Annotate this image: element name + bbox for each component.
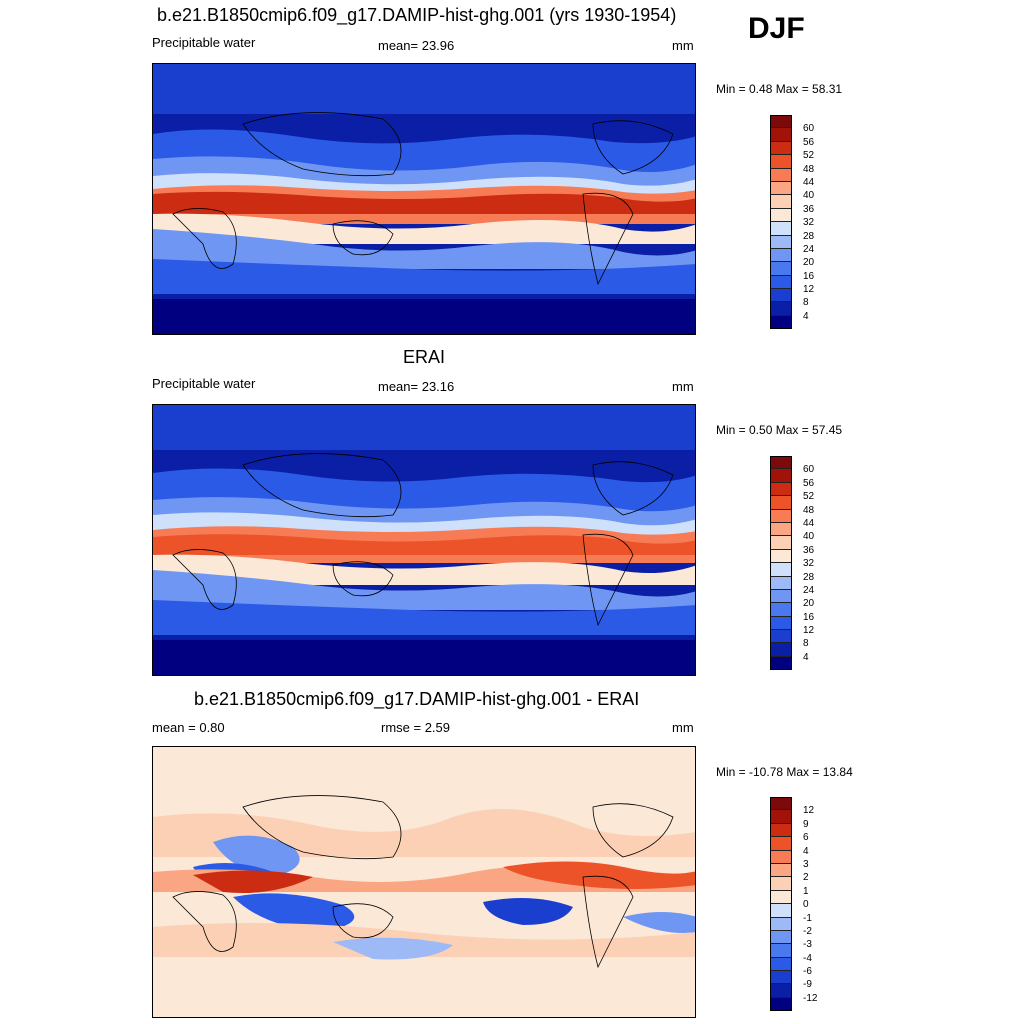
map-model-svg xyxy=(153,64,695,334)
colorbar-tick: 0 xyxy=(803,899,809,910)
colorbar-frame-model xyxy=(770,115,792,329)
colorbar-tick: 60 xyxy=(803,464,815,475)
mean-label-diff: mean = 0.80 xyxy=(152,720,225,735)
map-obs-svg xyxy=(153,405,695,675)
units-label-obs: mm xyxy=(672,379,694,394)
colorbar-tick: 16 xyxy=(803,271,815,282)
colorbar-tick: 56 xyxy=(803,478,815,489)
colorbar-tick: 24 xyxy=(803,244,815,255)
colorbar-tick: -6 xyxy=(803,966,812,977)
colorbar-tick: 9 xyxy=(803,819,809,830)
colorbar-tick: 48 xyxy=(803,164,815,175)
minmax-label-model: Min = 0.48 Max = 58.31 xyxy=(716,82,843,96)
colorbar-tick: 52 xyxy=(803,491,815,502)
colorbar-obs xyxy=(770,456,792,671)
colorbar-tick: -2 xyxy=(803,926,812,937)
colorbar-tick: 4 xyxy=(803,652,809,663)
colorbar-tick: 6 xyxy=(803,832,809,843)
colorbar-tick: 60 xyxy=(803,123,815,134)
colorbar-tick: 3 xyxy=(803,859,809,870)
colorbar-tick: 28 xyxy=(803,231,815,242)
colorbar-tick: 36 xyxy=(803,204,815,215)
map-obs xyxy=(152,404,696,676)
colorbar-tick: 4 xyxy=(803,311,809,322)
colorbar-tick: 56 xyxy=(803,137,815,148)
mean-label-model: mean= 23.96 xyxy=(378,38,455,53)
colorbar-frame-obs xyxy=(770,456,792,670)
colorbar-frame-diff xyxy=(770,797,792,1011)
colorbar-tick: -3 xyxy=(803,939,812,950)
colorbar-tick: -9 xyxy=(803,979,812,990)
colorbar-tick: 4 xyxy=(803,846,809,857)
colorbar-tick: 44 xyxy=(803,518,815,529)
colorbar-tick: 24 xyxy=(803,585,815,596)
colorbar-tick: 40 xyxy=(803,190,815,201)
minmax-label-diff: Min = -10.78 Max = 13.84 xyxy=(716,765,853,779)
colorbar-tick: 32 xyxy=(803,217,815,228)
variable-label-obs: Precipitable water xyxy=(152,376,256,391)
minmax-label-obs: Min = 0.50 Max = 57.45 xyxy=(716,423,843,437)
colorbar-model xyxy=(770,115,792,330)
colorbar-tick: 44 xyxy=(803,177,815,188)
colorbar-tick: 16 xyxy=(803,612,815,623)
panel-title-obs: ERAI xyxy=(403,347,446,367)
colorbar-tick: 8 xyxy=(803,638,809,649)
colorbar-tick: -1 xyxy=(803,913,812,924)
colorbar-tick: 40 xyxy=(803,531,815,542)
colorbar-tick: 12 xyxy=(803,625,815,636)
colorbar-tick: 52 xyxy=(803,150,815,161)
panel-title-diff: b.e21.B1850cmip6.f09_g17.DAMIP-hist-ghg.… xyxy=(194,689,640,709)
map-model xyxy=(152,63,696,335)
colorbar-tick: 12 xyxy=(803,805,815,816)
map-diff xyxy=(152,746,696,1018)
panel-title-model: b.e21.B1850cmip6.f09_g17.DAMIP-hist-ghg.… xyxy=(157,5,677,25)
colorbar-tick: 8 xyxy=(803,297,809,308)
map-diff-svg xyxy=(153,747,695,1017)
units-label-diff: mm xyxy=(672,720,694,735)
colorbar-tick: 20 xyxy=(803,598,815,609)
rmse-label-diff: rmse = 2.59 xyxy=(381,720,451,735)
colorbar-tick: 48 xyxy=(803,505,815,516)
colorbar-tick: 32 xyxy=(803,558,815,569)
colorbar-tick: 36 xyxy=(803,545,815,556)
colorbar-tick: -4 xyxy=(803,953,812,964)
colorbar-tick: 20 xyxy=(803,257,815,268)
season-label: DJF xyxy=(748,12,805,45)
variable-label-model: Precipitable water xyxy=(152,35,256,50)
colorbar-tick: 12 xyxy=(803,284,815,295)
colorbar-diff xyxy=(770,797,792,1012)
colorbar-tick: 1 xyxy=(803,886,809,897)
units-label-model: mm xyxy=(672,38,694,53)
colorbar-tick: 2 xyxy=(803,872,809,883)
colorbar-tick: -12 xyxy=(803,993,818,1004)
colorbar-tick: 28 xyxy=(803,572,815,583)
mean-label-obs: mean= 23.16 xyxy=(378,379,455,394)
